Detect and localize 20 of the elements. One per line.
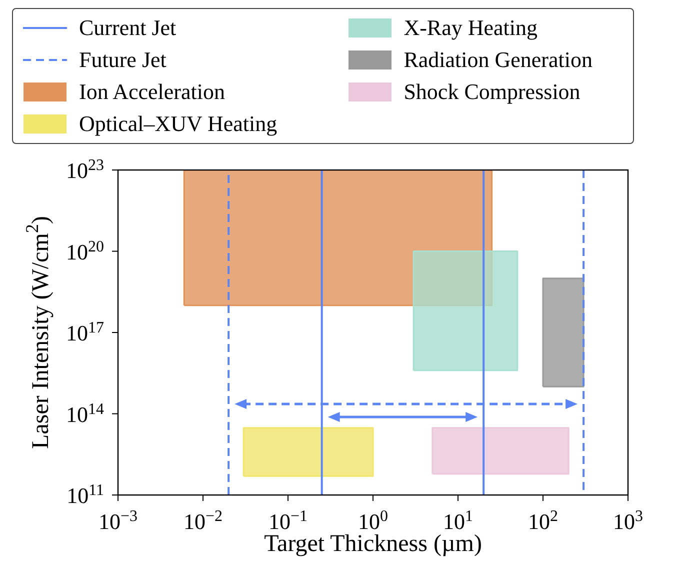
x-tick-label: 10$^{−3}$ (98, 508, 138, 534)
legend-label: Optical–XUV Heating (79, 111, 278, 137)
x-tick-label: 10$^{0}$ (358, 508, 388, 534)
legend-label: Radiation Generation (404, 47, 592, 73)
legend-label: X-Ray Heating (404, 15, 538, 41)
x-tick-label: 10$^{2}$ (528, 508, 558, 534)
x-tick-label: 10$^{3}$ (613, 508, 643, 534)
legend-label: Ion Acceleration (79, 79, 225, 105)
y-tick-label: 10$^{20}$ (66, 238, 104, 264)
x-tick-label: 10$^{1}$ (443, 508, 473, 534)
legend-label: Shock Compression (404, 79, 580, 105)
y-tick-label: 10$^{23}$ (66, 156, 104, 183)
y-tick-label: 10$^{17}$ (66, 319, 104, 346)
x-tick-label: 10$^{−1}$ (268, 508, 308, 534)
x-axis-title: Target Thickness (µm) (264, 531, 482, 557)
legend-label: Future Jet (79, 47, 166, 73)
y-tick-label: 10$^{11}$ (66, 482, 104, 508)
x-tick-label: 10$^{−2}$ (183, 508, 223, 534)
y-tick-label: 10$^{14}$ (66, 400, 104, 427)
legend-label: Current Jet (79, 15, 176, 41)
